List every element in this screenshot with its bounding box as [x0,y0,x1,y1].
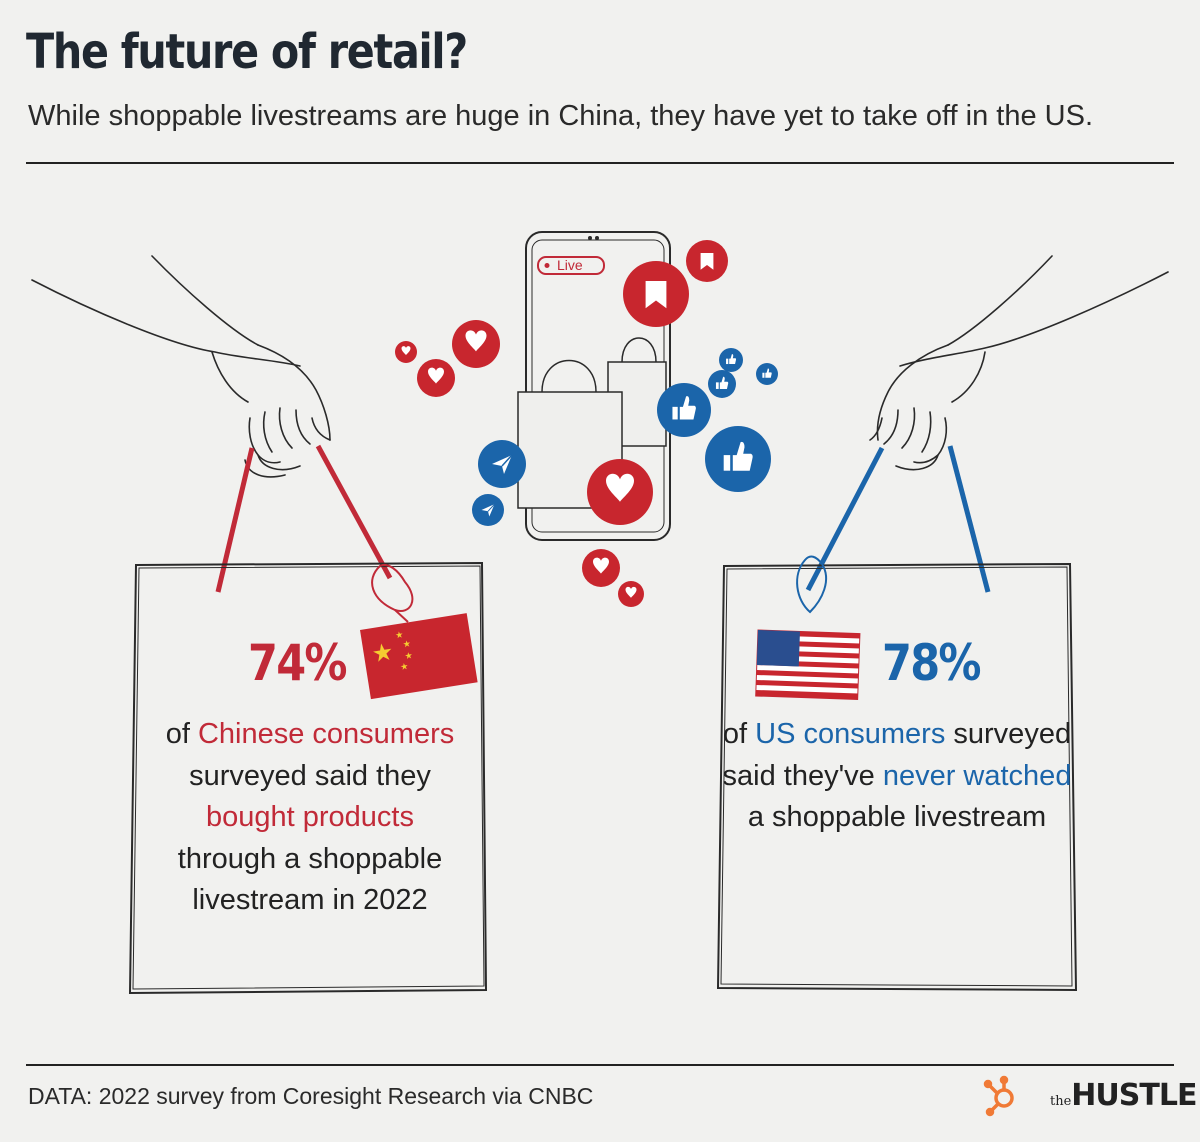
us-description: of US consumers surveyed said they've ne… [722,714,1072,839]
svg-text:★: ★ [400,662,410,673]
thumbs-up-icon [657,383,711,437]
us-percent: 78% [882,634,981,692]
china-text-2: surveyed said they [189,759,431,792]
top-divider [26,162,1174,164]
china-text-3: through a shoppable livestream in 2022 [177,842,443,917]
bookmark-icon [686,240,728,282]
china-highlight-consumers: Chinese consumers [197,718,455,750]
svg-text:★: ★ [370,637,396,668]
heart-icon [582,549,620,587]
right-shopping-bag-icon [716,445,1078,992]
heart-icon [452,320,500,368]
send-icon [478,440,526,488]
live-badge: Live [557,257,583,273]
svg-text:★: ★ [404,651,414,662]
hubspot-sprocket-icon [983,1075,1014,1117]
thumbs-up-icon [756,363,778,385]
left-shopping-bag-icon [128,444,488,995]
china-description: of Chinese consumers surveyed said they … [136,714,484,922]
china-percent: 74% [248,634,347,692]
heart-icon [417,359,455,397]
left-hand-icon [31,255,331,478]
china-highlight-bought: bought products [206,801,414,833]
heart-icon [395,341,417,363]
us-text-2: surveyed said they've [722,718,1072,792]
logo-small-text: the [1050,1094,1072,1109]
bookmark-icon [623,261,689,327]
bottom-divider [26,1064,1174,1066]
thumbs-up-icon [719,348,743,372]
hustle-logo: theHUSTLE [1050,1078,1197,1113]
us-highlight-consumers: US consumers [755,718,946,750]
us-flag-icon [755,629,861,701]
thumbs-up-icon [708,370,736,398]
china-text-1: of [165,718,198,750]
logo-large-text: HUSTLE [1071,1078,1197,1113]
heart-icon [587,459,653,525]
source-note: DATA: 2022 survey from Coresight Researc… [28,1083,594,1109]
thumbs-up-icon [705,426,771,492]
us-text-1: of [722,718,756,750]
send-icon [472,494,504,526]
us-text-3: a shoppable livestream [747,801,1047,833]
heart-icon [618,581,644,607]
right-hand-icon [869,255,1169,471]
china-flag-icon: ★ ★ ★ ★ ★ [360,613,478,700]
svg-text:★: ★ [395,630,405,641]
page-subtitle: While shoppable livestreams are huge in … [28,100,1094,132]
us-highlight-never-watched: never watched [882,759,1072,792]
svg-text:★: ★ [402,639,412,650]
page-title: The future of retail? [26,24,468,80]
